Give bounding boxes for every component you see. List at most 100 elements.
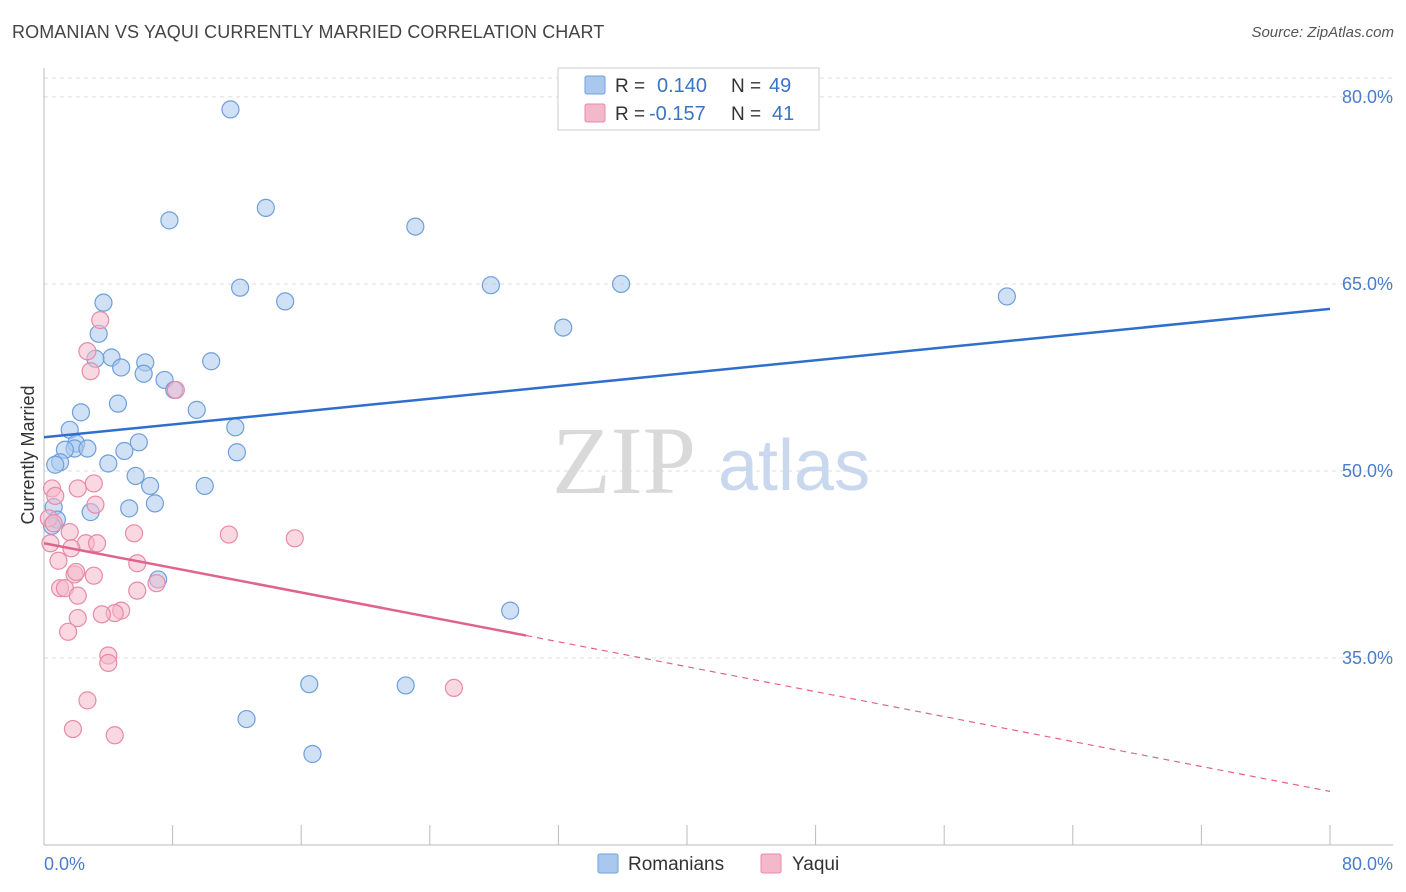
data-point (256, 198, 275, 217)
data-point (554, 318, 573, 337)
correlation-legend: R = 0.140 N = 49 R = -0.157 N = 41 (557, 67, 820, 131)
legend-swatch-yaqui (584, 103, 606, 123)
data-point (997, 287, 1016, 306)
watermark: ZIP atlas (552, 407, 870, 514)
data-point (86, 495, 105, 514)
y-tick-label: 50.0% (1342, 461, 1393, 481)
data-point (71, 403, 91, 422)
data-point (406, 217, 425, 236)
trendline-yaqui-extension (526, 634, 1331, 792)
trendlines (43, 307, 1331, 792)
data-point (285, 529, 304, 548)
legend-r-label-1: R = (615, 76, 645, 97)
data-point (67, 562, 86, 582)
data-point (49, 551, 68, 570)
data-point (202, 352, 221, 371)
legend-r-value-2: -0.157 (649, 103, 706, 125)
chart-source: Source: ZipAtlas.com (1251, 24, 1394, 41)
data-point (221, 100, 240, 119)
data-point (84, 474, 103, 493)
gridlines (44, 77, 1393, 659)
data-point (92, 605, 111, 624)
bottom-legend-swatch-romanians (597, 853, 619, 874)
data-point (187, 400, 206, 419)
yaqui-points (39, 311, 464, 745)
data-point (396, 676, 415, 695)
data-point (501, 601, 520, 620)
axes (43, 68, 1393, 846)
legend-n-value-1: 49 (769, 75, 791, 97)
data-point (128, 581, 147, 600)
data-point (108, 394, 128, 413)
x-tick-label-min: 0.0% (44, 854, 85, 874)
bottom-legend-swatch-yaqui (760, 853, 782, 874)
bottom-legend-yaqui: Yaqui (792, 854, 839, 875)
data-point (46, 486, 65, 506)
data-point (115, 441, 134, 461)
trendline-yaqui (43, 542, 527, 637)
legend-n-label-1: N = (731, 76, 761, 97)
data-point (160, 211, 179, 230)
data-point (481, 276, 500, 295)
legend-n-value-2: 41 (772, 103, 794, 125)
data-point (87, 534, 107, 553)
x-tick-labels: 0.0% 80.0% (44, 854, 1393, 874)
data-point (84, 566, 103, 585)
y-axis-title: Currently Married (18, 385, 38, 524)
data-point (68, 586, 87, 605)
data-point (91, 311, 110, 330)
data-point (227, 443, 246, 462)
series-legend: Romanians Yaqui (597, 853, 839, 875)
data-point (105, 726, 124, 745)
data-point (81, 362, 100, 381)
data-point (94, 293, 113, 312)
data-point (126, 466, 145, 486)
x-tick-label-max: 80.0% (1342, 854, 1393, 874)
data-point (444, 678, 464, 698)
y-tick-labels: 80.0% 65.0% 50.0% 35.0% (1342, 87, 1393, 668)
watermark-atlas: atlas (718, 426, 870, 506)
data-point (44, 514, 63, 533)
y-tick-label: 65.0% (1342, 274, 1393, 294)
legend-swatch-romanians (584, 75, 606, 95)
data-point (68, 479, 87, 498)
data-point (140, 476, 160, 496)
data-point (145, 494, 165, 513)
y-tick-label: 35.0% (1342, 648, 1393, 668)
data-point (226, 418, 245, 437)
data-point (99, 653, 118, 673)
legend-r-label-2: R = (615, 104, 645, 125)
data-point (129, 433, 148, 452)
data-point (300, 675, 319, 694)
data-point (68, 608, 87, 628)
data-point (78, 342, 97, 361)
data-point (63, 719, 83, 739)
data-point (237, 709, 256, 729)
chart-title: ROMANIAN VS YAQUI CURRENTLY MARRIED CORR… (12, 22, 605, 42)
data-point (231, 278, 250, 297)
data-point (166, 380, 185, 400)
data-point (99, 454, 118, 473)
data-point (78, 439, 97, 458)
data-point (112, 358, 131, 377)
watermark-zip: ZIP (552, 407, 696, 514)
legend-r-value-1: 0.140 (657, 75, 707, 97)
data-point (611, 274, 631, 294)
data-point (219, 525, 238, 544)
data-point (303, 744, 322, 764)
data-point (59, 622, 78, 641)
data-point (276, 292, 295, 311)
y-tick-label: 80.0% (1342, 87, 1393, 107)
data-point (60, 522, 79, 542)
data-point (124, 524, 144, 543)
data-point (78, 691, 97, 710)
data-point (120, 499, 139, 518)
bottom-legend-romanians: Romanians (628, 854, 724, 875)
legend-n-label-2: N = (731, 104, 761, 125)
data-point (147, 574, 166, 593)
trendline-romanians (43, 307, 1331, 439)
data-point (134, 364, 153, 383)
data-point (195, 476, 214, 496)
data-point (46, 455, 65, 474)
